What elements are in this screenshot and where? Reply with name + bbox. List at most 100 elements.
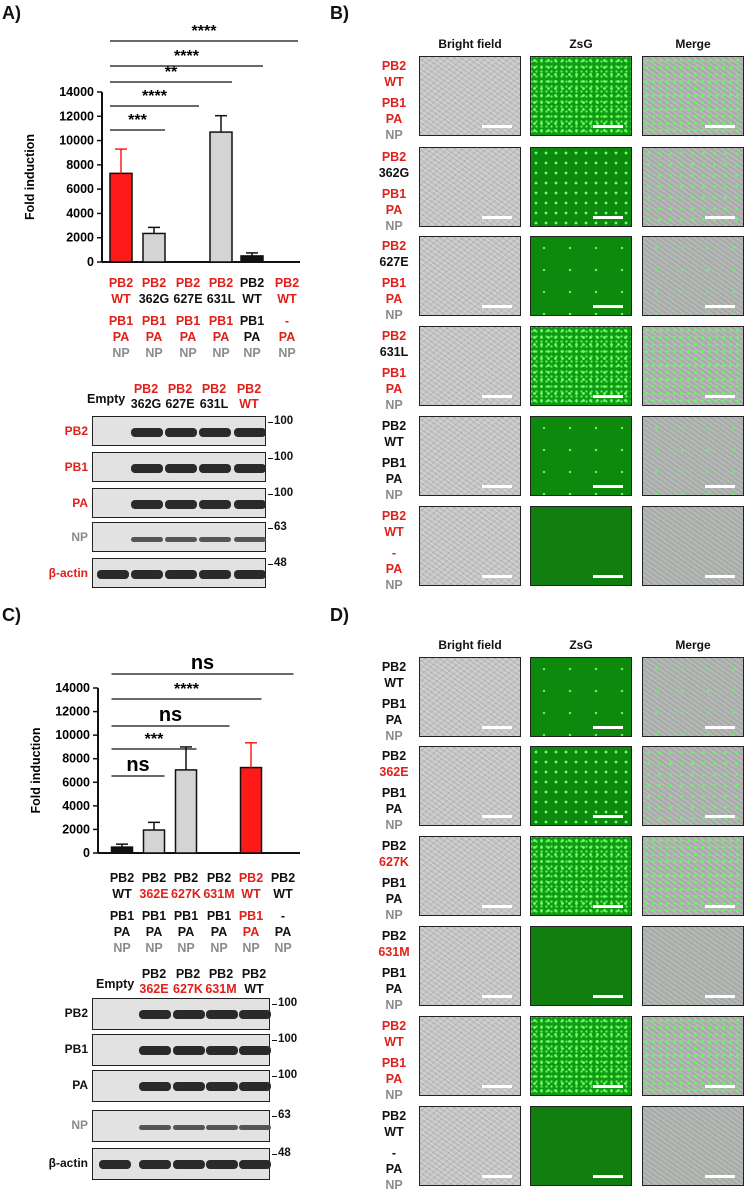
- blot-band: [206, 1125, 238, 1130]
- microscopy-row-label-line: PA: [385, 292, 403, 306]
- microscopy-row-label: PB2 362E PB1 PA NP: [372, 748, 416, 833]
- blot-band: [173, 1160, 205, 1169]
- blot-row-label: PB1: [64, 460, 88, 474]
- category-label: PB2 627K PB1 PA NP: [164, 870, 208, 956]
- blot-band: [206, 1010, 238, 1019]
- blot-lane-label-bottom: 627E: [165, 397, 195, 411]
- blot-band: [173, 1010, 205, 1019]
- microscopy-row-label-line: NP: [385, 818, 403, 832]
- blot-mw-marker: 63: [268, 521, 287, 533]
- microscopy-row-label: PB2 WT - PA NP: [372, 1108, 416, 1193]
- blot-band: [173, 1046, 205, 1055]
- microscopy-row-label: PB2 627E PB1 PA NP: [372, 238, 416, 323]
- category-label-line: PA: [210, 925, 228, 939]
- blot-band: [139, 1082, 171, 1091]
- merge-image: [642, 657, 744, 737]
- blot-row-label: PB2: [64, 424, 88, 438]
- microscopy-row-label-line: PB1: [381, 366, 407, 380]
- microscopy-row-label-line: WT: [384, 525, 404, 539]
- blot-mw-marker: 100: [267, 487, 294, 499]
- blot-row-label: NP: [71, 1118, 88, 1132]
- blot-lane-label-top: PB2: [208, 967, 234, 981]
- microscopy-row-label-line: NP: [385, 1178, 403, 1192]
- category-label-line: PB1: [141, 314, 167, 328]
- blot-mw-marker: 100: [271, 1069, 298, 1081]
- blot-lane-label-bottom: 631M: [205, 982, 237, 996]
- category-label-line: NP: [113, 941, 131, 955]
- scale-bar: [482, 575, 512, 578]
- panel-a-label: A): [2, 3, 21, 23]
- microscopy-row-label: PB2 631L PB1 PA NP: [372, 328, 416, 413]
- blot-band: [234, 570, 266, 579]
- blot-band: [139, 1046, 171, 1055]
- category-label-line: PB1: [108, 314, 134, 328]
- blot-band: [139, 1125, 171, 1130]
- category-label-line: PB2: [208, 276, 234, 290]
- category-label-line: NP: [112, 346, 130, 360]
- microscopy-row-label-line: NP: [385, 219, 403, 233]
- merge-image: [642, 926, 744, 1006]
- microscopy-column-header: Bright field: [438, 638, 502, 652]
- blot-band: [234, 428, 266, 437]
- blot-strip: [92, 1110, 271, 1142]
- category-label-line: PB2: [109, 871, 135, 885]
- blot-band: [199, 537, 231, 542]
- microscopy-row-label-line: PB1: [381, 456, 407, 470]
- y-tick-label: 0: [83, 846, 90, 860]
- scale-bar: [593, 905, 623, 908]
- category-label-line: NP: [145, 941, 163, 955]
- bright-field-image: [419, 236, 521, 316]
- zsgreen-image: [530, 1106, 632, 1186]
- category-label-line: PB2: [108, 276, 134, 290]
- scale-bar: [482, 905, 512, 908]
- scale-bar: [705, 395, 735, 398]
- scale-bar: [705, 125, 735, 128]
- blot-band: [165, 537, 197, 542]
- blot-lane-label-bottom: WT: [244, 982, 264, 996]
- category-label-line: PB2: [141, 276, 167, 290]
- category-label: PB2 WT PB1 PA NP: [99, 275, 143, 361]
- microscopy-row-label-line: NP: [385, 488, 403, 502]
- blot-row-label: PB2: [64, 1006, 88, 1020]
- category-label-line: NP: [210, 941, 228, 955]
- category-label-line: PB2: [175, 276, 201, 290]
- blot-lane-label-top: PB2: [167, 382, 193, 396]
- blot-row-label: NP: [71, 530, 88, 544]
- microscopy-column-header: Merge: [675, 37, 711, 51]
- blot-mw-marker: 100: [267, 415, 294, 427]
- significance-label: ns: [159, 704, 182, 726]
- blot-lane-label-top: PB2: [141, 967, 167, 981]
- category-label-line: WT: [273, 887, 293, 901]
- y-tick-label: 10000: [59, 134, 94, 148]
- microscopy-row-label-line: PB1: [381, 876, 407, 890]
- blot-row-label: PB1: [64, 1042, 88, 1056]
- category-label-line: PB2: [141, 871, 167, 885]
- scale-bar: [482, 726, 512, 729]
- microscopy-row-label-line: PA: [385, 382, 403, 396]
- merge-image: [642, 56, 744, 136]
- microscopy-row-label-line: PB2: [381, 929, 407, 943]
- scale-bar: [705, 216, 735, 219]
- category-label-line: 627E: [173, 292, 203, 306]
- scale-bar: [593, 125, 623, 128]
- bright-field-image: [419, 326, 521, 406]
- blot-strip: [92, 416, 266, 446]
- bar: [142, 232, 166, 263]
- scale-bar: [705, 485, 735, 488]
- category-label-line: -: [284, 314, 290, 328]
- microscopy-row-label-line: WT: [384, 435, 404, 449]
- category-label-line: PB1: [206, 909, 232, 923]
- merge-image: [642, 236, 744, 316]
- category-label-line: PA: [274, 925, 292, 939]
- panel-c-label: C): [2, 605, 21, 625]
- scale-bar: [482, 1085, 512, 1088]
- blot-band: [239, 1010, 271, 1019]
- scale-bar: [593, 395, 623, 398]
- significance-label: ns: [126, 754, 149, 776]
- y-tick-label: 2000: [66, 231, 94, 245]
- blot-band: [165, 500, 197, 509]
- blot-lane-label-bottom: 362G: [130, 397, 162, 411]
- y-tick-label: 12000: [59, 109, 94, 123]
- scale-bar: [705, 1175, 735, 1178]
- significance-label: ****: [174, 48, 200, 65]
